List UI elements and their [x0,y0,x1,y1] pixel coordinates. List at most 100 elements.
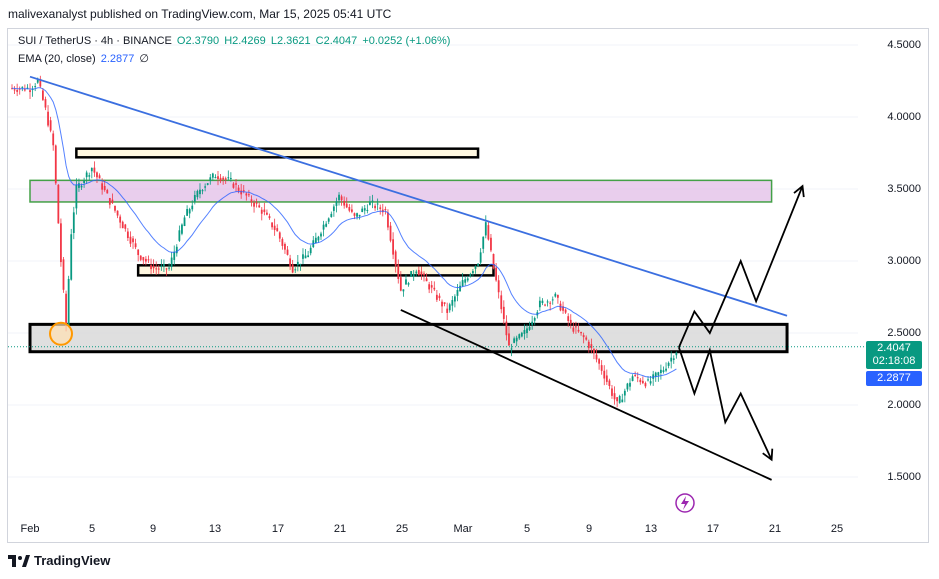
candle-body [217,176,219,180]
candle-body [242,190,245,192]
candle-body [410,271,413,277]
time-tick: 5 [88,523,96,535]
candle-body [446,308,449,313]
candle-body [448,304,451,311]
candle-body [36,79,39,83]
candle-body [39,78,42,87]
open-value: O2.3790 [176,35,220,47]
time-tick: Feb [20,523,40,535]
candle-body [376,203,379,205]
candle-body [626,383,629,390]
candle-body [593,349,595,353]
bullish-projection [678,185,804,348]
candle-body [29,90,31,93]
candle-body [515,337,518,342]
candle-body [662,370,665,373]
candle-body [415,271,418,274]
candle-body [90,167,93,172]
time-tick: 25 [830,523,844,535]
candle-body [405,279,407,285]
candle-body [577,329,580,332]
ema-legend[interactable]: EMA (20, close) 2.2877 ∅ [18,52,151,65]
candle-body [641,380,644,384]
candle-body [80,185,83,188]
candle-body [108,198,111,205]
candle-body [402,289,405,292]
time-tick: 17 [271,523,285,535]
ema-hidden-icon[interactable]: ∅ [139,53,150,65]
candle-body [425,278,428,282]
candle-body [186,208,188,216]
time-tick: 13 [644,523,658,535]
candle-body [173,251,176,260]
candle-body [160,265,163,267]
candle-body [526,328,528,334]
candle-body [165,268,168,270]
low-value: L2.3621 [270,35,311,47]
candle-body [585,337,588,340]
candle-body [541,300,544,304]
candle-body [52,133,55,146]
candle-body [575,326,577,328]
candle-body [567,316,570,321]
tradingview-footer[interactable]: TradingView [8,553,110,568]
candle-body [438,295,441,299]
candle-body [551,299,554,301]
candle-body [497,280,500,293]
candle-body [155,268,158,270]
candle-body [469,273,472,277]
candle-body [546,301,549,303]
candle-body [111,199,114,203]
candle-body [538,300,541,308]
candle-body [42,90,44,100]
candle-body [394,251,397,266]
candle-body [660,369,662,374]
candle-body [253,202,255,207]
price-tick: 1.5000 [887,471,921,483]
candle-body [379,207,382,209]
candle-body [544,304,546,306]
candle-body [47,111,49,126]
candle-body [193,195,196,202]
candle-body [21,86,24,88]
candle-body [67,278,70,326]
symbol-label[interactable]: SUI / TetherUS · 4h · BINANCE [18,35,172,47]
candle-body [639,379,642,383]
candle-body [224,178,227,180]
candle-body [250,199,253,203]
candle-body [353,213,356,216]
lightning-glyph [681,496,689,510]
candle-body [322,224,325,230]
candle-body [443,302,446,304]
candle-body [397,264,400,279]
candle-body [152,265,155,269]
candle-body [654,372,657,377]
candle-body [204,186,207,188]
candle-body [564,309,567,313]
candle-body [245,193,248,196]
candle-body [268,216,271,219]
candle-body [129,236,132,244]
candle-body [510,348,513,350]
candle-body [361,208,364,213]
candle-body [150,265,152,270]
candle-body [273,225,276,230]
candle-body [286,249,289,255]
candle-body [101,183,104,190]
candle-body [366,209,369,211]
price-tick: 2.0000 [887,399,921,411]
candle-body [281,239,284,246]
candle-body [232,183,235,188]
time-tick: 17 [706,523,720,535]
candle-body [34,86,37,88]
change-value: +0.0252 (+1.06%) [362,35,451,47]
candle-body [278,232,281,239]
candle-body [374,205,376,209]
candle-body [358,214,361,217]
candle-body [214,177,217,179]
candle-body [235,183,237,185]
bearish-projection [678,347,773,461]
candle-body [119,216,122,223]
candle-body [430,285,433,288]
